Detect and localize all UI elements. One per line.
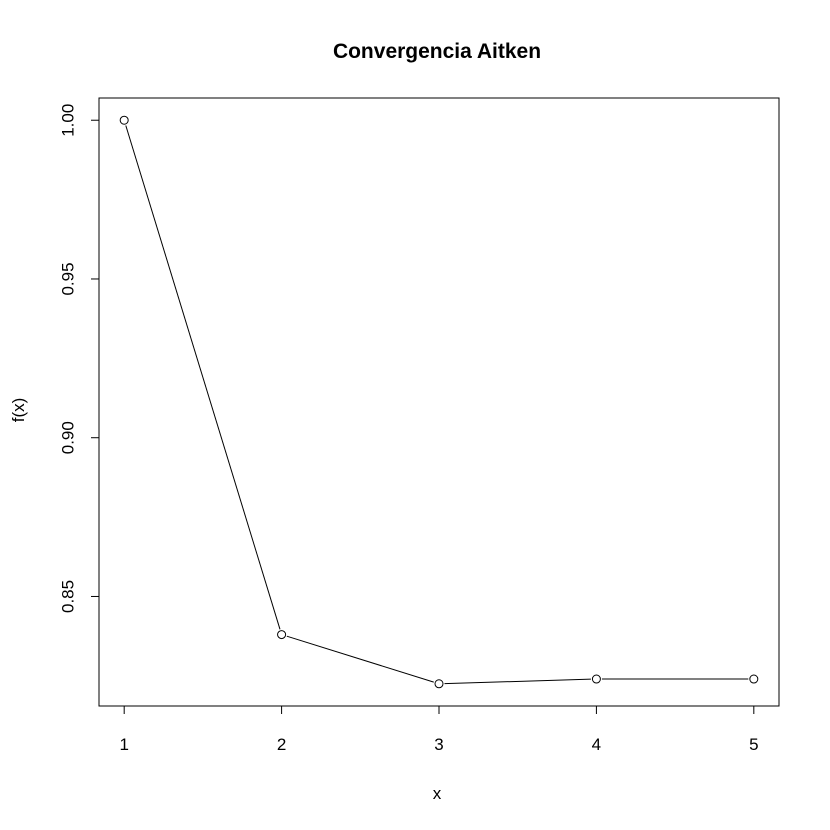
x-tick-label: 2 (277, 735, 286, 754)
chart-title: Convergencia Aitken (333, 40, 541, 63)
data-point (591, 674, 601, 684)
data-point (434, 679, 444, 689)
y-tick-label: 0.90 (59, 421, 78, 454)
x-tick-label: 3 (434, 735, 443, 754)
y-tick-label: 1.00 (59, 104, 78, 137)
x-tick-label: 5 (749, 735, 758, 754)
plot-frame (98, 97, 780, 707)
data-point (277, 630, 287, 640)
x-tick-label: 4 (592, 735, 601, 754)
series-line-segment (286, 635, 434, 683)
y-axis-label: f(x) (9, 398, 28, 423)
y-tick-label: 0.85 (59, 580, 78, 613)
points-group (119, 115, 759, 689)
y-axis: 0.85 0.90 0.95 1.00 (59, 104, 100, 613)
series-line-segment (125, 125, 281, 630)
x-axis: 1 2 3 4 5 (119, 705, 759, 754)
y-tick-label: 0.95 (59, 262, 78, 295)
x-axis-label: x (433, 784, 442, 803)
data-point (749, 674, 759, 684)
x-tick-label: 1 (119, 735, 128, 754)
series-line-segment (444, 678, 591, 685)
data-point (119, 115, 129, 125)
series-line-group (125, 125, 749, 685)
